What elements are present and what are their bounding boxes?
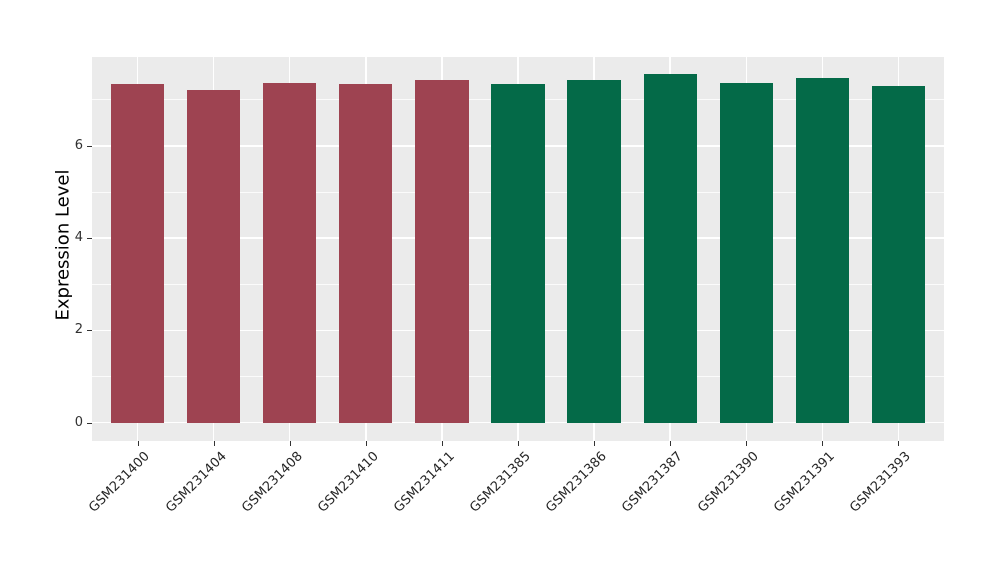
bar-GSM231393 [871, 85, 925, 423]
x-tick-label: GSM231410 [314, 449, 382, 516]
x-tick-mark [213, 441, 215, 446]
plot-panel [92, 57, 944, 441]
y-tick-label: 2 [74, 322, 83, 338]
x-tick-label: GSM231387 [619, 449, 686, 516]
x-tick-mark [289, 441, 291, 446]
x-tick-label: GSM231393 [847, 449, 914, 516]
x-tick-mark [898, 441, 900, 446]
x-tick-label: GSM231391 [771, 449, 838, 516]
bar-GSM231387 [643, 74, 697, 423]
y-tick-label: 6 [74, 137, 83, 153]
bar-GSM231408 [263, 83, 317, 423]
x-tick-label: GSM231411 [390, 449, 458, 516]
y-tick-mark [87, 145, 92, 147]
bar-GSM231386 [567, 79, 621, 423]
bar-GSM231390 [719, 83, 773, 423]
y-tick-mark [87, 330, 92, 332]
x-tick-label: GSM231390 [695, 449, 762, 516]
x-tick-mark [594, 441, 596, 446]
y-tick-mark [87, 422, 92, 424]
bar-GSM231411 [415, 79, 469, 423]
bar-GSM231400 [111, 83, 165, 423]
bar-GSM231410 [339, 83, 393, 423]
x-tick-label: GSM231408 [238, 449, 306, 516]
x-tick-label: GSM231385 [467, 449, 534, 516]
x-tick-mark [822, 441, 824, 446]
x-tick-mark [441, 441, 443, 446]
x-tick-label: GSM231400 [86, 449, 154, 516]
x-tick-label: GSM231404 [162, 449, 230, 516]
x-tick-mark [746, 441, 748, 446]
bar-GSM231391 [795, 77, 849, 423]
y-tick-label: 0 [74, 414, 83, 430]
x-tick-mark [670, 441, 672, 446]
x-tick-mark [137, 441, 139, 446]
y-tick-mark [87, 238, 92, 240]
x-tick-mark [518, 441, 519, 446]
bar-GSM231385 [491, 84, 545, 423]
y-axis-title: Expression Level [52, 169, 74, 321]
x-tick-mark [365, 441, 367, 446]
bar-GSM231404 [187, 89, 241, 423]
y-tick-label: 4 [74, 230, 83, 246]
x-tick-label: GSM231386 [543, 449, 610, 516]
